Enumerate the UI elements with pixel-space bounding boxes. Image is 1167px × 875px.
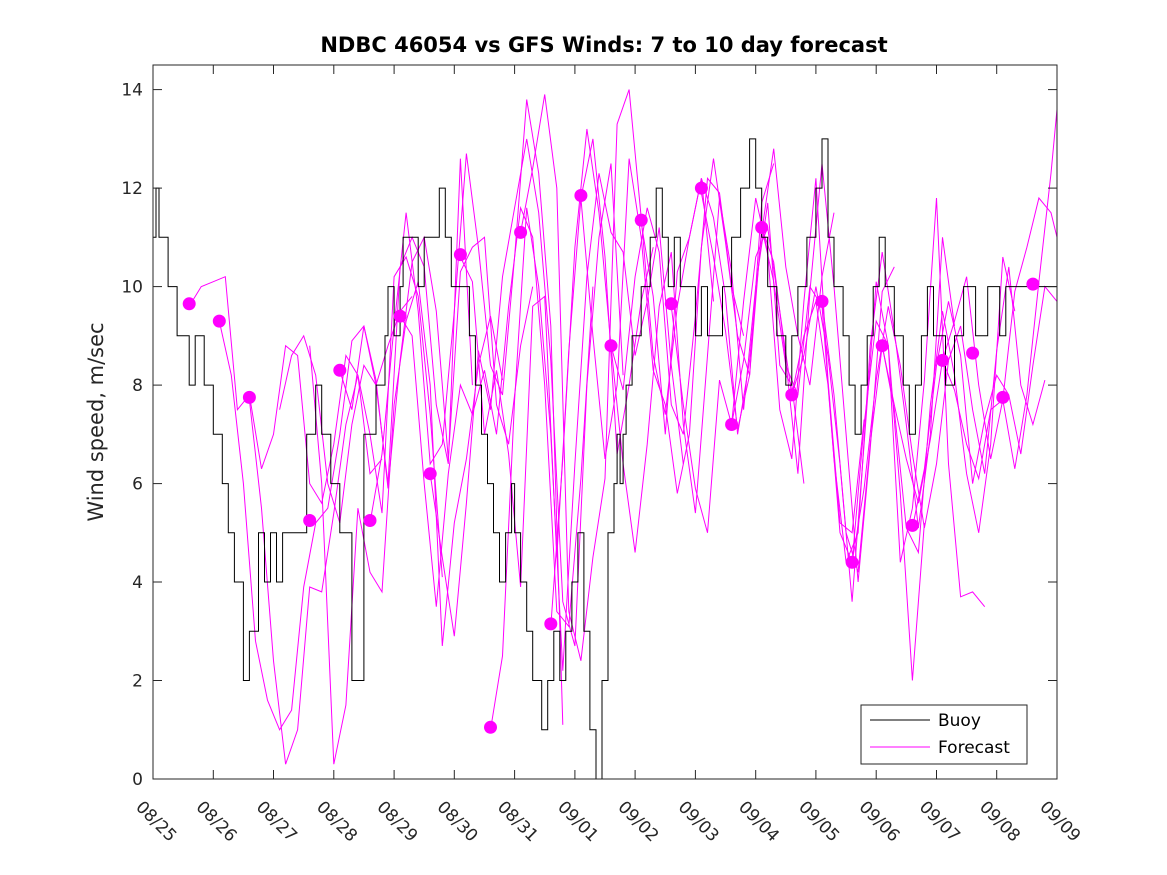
forecast-marker-25 [936, 353, 949, 367]
forecast-line-18 [700, 163, 895, 583]
forecast-marker-15 [634, 213, 648, 227]
y-tick-label: 12 [121, 179, 143, 199]
forecast-marker-6 [363, 514, 377, 527]
forecast-marker-2 [212, 314, 226, 328]
forecast-line-24 [881, 109, 1058, 504]
forecast-marker-14 [604, 339, 618, 353]
forecast-marker-21 [815, 294, 829, 308]
forecast-marker-7 [393, 309, 407, 323]
plot-area-frame [152, 64, 1058, 780]
forecast-marker-22 [845, 555, 859, 569]
forecast-line-3 [248, 255, 443, 765]
forecast-marker-27 [996, 390, 1010, 404]
forecast-marker-23 [875, 339, 889, 353]
forecast-line-1 [188, 275, 383, 505]
forecast-marker-20 [785, 388, 799, 402]
legend-forecast-label: Forecast [938, 738, 1010, 758]
forecast-line-7 [369, 99, 564, 725]
y-tick-label: 14 [121, 81, 143, 101]
forecast-marker-19 [755, 221, 769, 234]
chart-title: NDBC 46054 vs GFS Winds: 7 to 10 day for… [320, 33, 887, 57]
y-tick-label: 6 [132, 475, 143, 495]
legend: Buoy Forecast [860, 704, 1028, 765]
y-axis-ticks: 0 2 4 6 8 10 12 14 [121, 81, 1057, 790]
y-axis-label: Wind speed, m/sec [84, 322, 108, 521]
plot-data [153, 89, 1058, 780]
forecast-marker-12 [544, 617, 558, 631]
forecast-marker-28 [1026, 277, 1040, 291]
forecast-marker-9 [453, 248, 467, 262]
forecast-marker-3 [242, 390, 256, 404]
y-tick-label: 0 [132, 770, 143, 790]
forecast-line-5 [309, 281, 503, 765]
y-tick-label: 4 [132, 573, 143, 593]
y-tick-label: 10 [121, 278, 143, 298]
forecast-marker-10 [484, 720, 497, 734]
forecast-marker-16 [664, 297, 678, 311]
forecast-line-8 [399, 205, 594, 628]
forecast-marker-26 [966, 346, 980, 360]
forecast-marker-18 [725, 418, 739, 431]
forecast-marker-13 [574, 189, 588, 202]
forecast-marker-5 [333, 363, 347, 377]
y-tick-label: 2 [132, 672, 143, 692]
forecast-marker-24 [905, 518, 919, 532]
forecast-line-13 [550, 128, 745, 627]
forecast-line-9 [429, 138, 624, 647]
forecast-line-12 [520, 89, 714, 661]
forecast-line-11 [490, 173, 684, 730]
forecast-marker-8 [423, 467, 437, 481]
legend-box [860, 704, 1028, 765]
legend-buoy-label: Buoy [938, 711, 981, 731]
forecast-line-6 [339, 235, 534, 489]
forecast-marker-17 [694, 181, 708, 195]
forecast-marker-1 [182, 297, 196, 311]
forecast-line-14 [580, 158, 775, 494]
forecast-marker-4 [303, 514, 317, 527]
y-tick-label: 8 [132, 376, 143, 396]
forecast-marker-11 [514, 225, 528, 239]
